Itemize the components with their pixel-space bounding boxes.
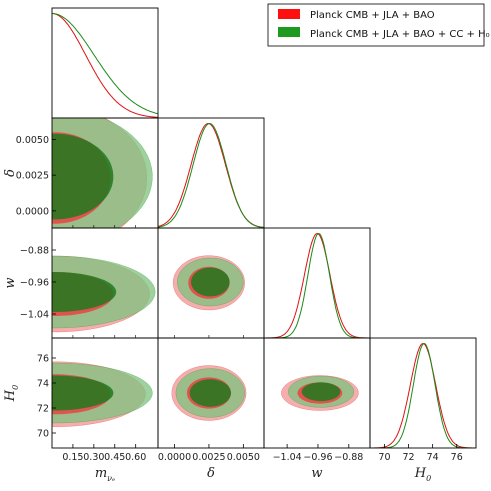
xtick-label-mnu-1: 0.30 [83,452,104,463]
ytick-label-delta-1: 0.0025 [16,171,49,182]
ytick-label-delta-0: 0.0000 [16,206,49,217]
legend-box [267,3,485,47]
contour68-mnu-w-series-2 [52,272,117,312]
panel-delta-H0: 0.0000 0.0025 0.0050 [157,337,265,463]
yaxis-label-w: w [3,277,18,288]
xtick-label-H0-2: 74 [427,452,439,463]
yaxis-label-sub-H0: 0 [11,385,20,390]
xtick-label-delta-2: 0.0050 [227,452,260,463]
xtick-label-delta-1: 0.0025 [192,452,225,463]
xtick-label-w-1: −0.96 [303,452,332,463]
marginal-delta-series-2 [158,123,264,228]
legend-label-series-1: Planck CMB + JLA + BAO [310,10,435,21]
xtick-label-mnu-0: 0.15 [62,452,83,463]
marginal-mnu-series-1 [52,13,158,118]
contour68-mnu-H0-series-2 [52,375,114,411]
xtick-label-w-0: −1.04 [273,452,302,463]
ytick-label-delta-2: 0.0050 [16,135,49,146]
marginal-H0-series-1 [370,342,476,448]
xaxis-label-w: w [311,466,322,481]
panel-mnu-delta: 0.0000 0.0025 0.0050 [16,117,159,229]
xaxis-label-delta: δ [207,466,215,481]
panel-H0-H0: 70 72 74 76 [369,337,477,463]
xaxis-label-sub-mnu: νₑ [107,474,115,483]
ytick-label-H0-1: 72 [37,404,49,415]
marginal-H0-series-2 [370,342,476,448]
xtick-label-mnu-2: 0.45 [104,452,125,463]
contour68-delta-w-series-2 [191,267,230,297]
panel-mnu-mnu [51,7,159,119]
legend: Planck CMB + JLA + BAO Planck CMB + JLA … [267,3,490,47]
panel-w-w [263,227,371,339]
xtick-label-H0-1: 72 [402,452,414,463]
panel-frame-w-w [263,227,371,339]
contour68-delta-H0-series-2 [189,379,231,407]
panel-delta-delta [157,117,265,229]
yaxis-label-H0: H0 [3,385,20,402]
ytick-label-H0-2: 74 [37,379,49,390]
marginal-mnu-series-2 [52,13,158,115]
yaxis-label-delta: δ [3,169,18,177]
marginal-w-series-2 [264,232,370,338]
marginal-w-series-1 [264,232,370,338]
legend-swatch-series-1 [278,9,300,19]
ytick-label-H0-3: 76 [37,354,49,365]
xtick-label-mnu-3: 0.60 [125,452,146,463]
xaxis-label-H0: H0 [414,466,431,483]
legend-label-series-2: Planck CMB + JLA + BAO + CC + H₀ [310,29,490,40]
xtick-label-delta-0: 0.0000 [158,452,191,463]
xtick-label-w-2: −0.88 [334,452,363,463]
panel-w-H0: −1.04 −0.96 −0.88 [263,337,371,463]
panel-mnu-w: −1.04 −0.96 −0.88 [20,227,159,339]
legend-swatch-series-2 [278,27,300,37]
xtick-label-H0-0: 70 [378,452,390,463]
panel-delta-w [157,227,265,339]
ytick-label-w-1: −0.96 [20,278,49,289]
marginal-delta-series-1 [158,122,264,228]
xtick-label-H0-3: 76 [451,452,463,463]
panel-frame-delta-delta [157,117,265,229]
xaxis-label-sub-H0: 0 [426,474,431,483]
panel-mnu-H0: 0.15 0.30 0.45 0.60 70 72 74 76 [37,337,159,463]
ytick-label-w-0: −1.04 [20,310,49,321]
ytick-label-H0-0: 70 [37,429,49,440]
contour68-mnu-delta-series-2 [52,133,114,220]
ytick-label-w-2: −0.88 [20,246,49,257]
xaxis-label-mnu: mνₑ [95,466,115,483]
panel-frame-H0-H0 [369,337,477,449]
contour68-w-H0-series-2 [301,382,341,402]
